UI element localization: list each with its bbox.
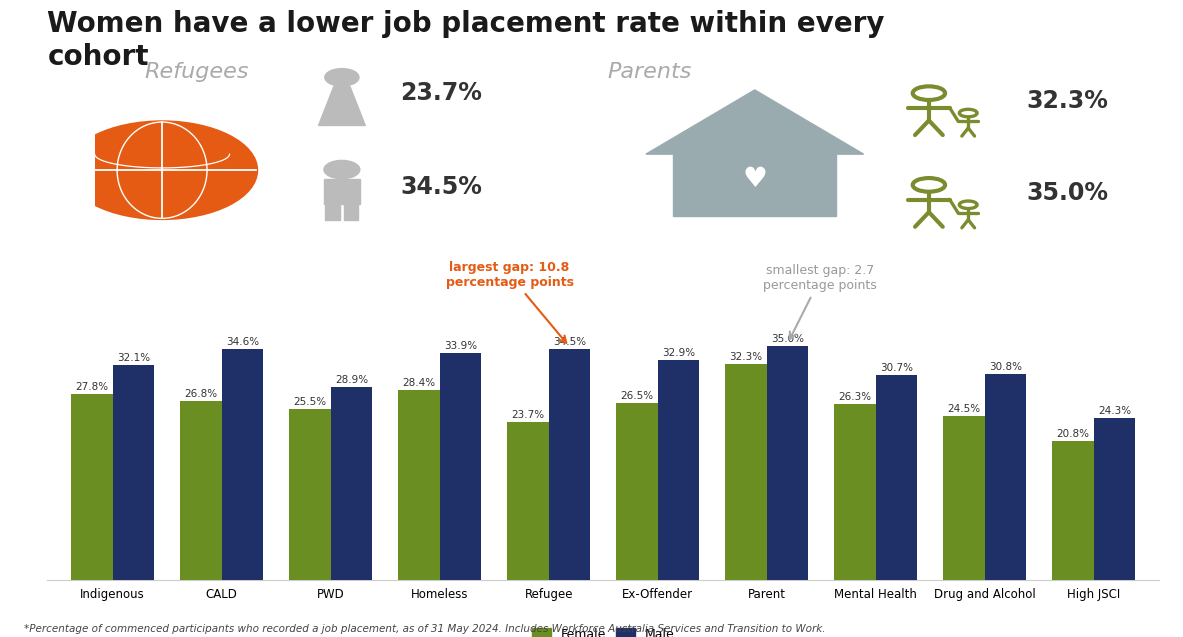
Polygon shape [344,204,358,220]
Text: 34.5%: 34.5% [400,175,483,199]
Bar [180,401,221,580]
Circle shape [324,161,360,179]
Bar [616,403,658,580]
Bar [331,387,373,580]
Bar [834,404,875,580]
Text: Parents: Parents [608,62,692,82]
Circle shape [67,122,257,218]
Bar [112,366,154,580]
Text: largest gap: 10.8
percentage points: largest gap: 10.8 percentage points [446,261,574,343]
Bar [1053,441,1094,580]
Text: 32.3%: 32.3% [730,352,763,362]
Polygon shape [646,90,864,154]
Text: *Percentage of commenced participants who recorded a job placement, as of 31 May: *Percentage of commenced participants wh… [24,624,826,634]
Text: 24.5%: 24.5% [948,404,981,414]
Text: 26.3%: 26.3% [839,392,872,402]
Polygon shape [324,179,360,204]
Bar [658,360,699,580]
Bar [875,375,917,580]
Text: 23.7%: 23.7% [400,82,483,105]
Text: 34.5%: 34.5% [552,338,586,347]
Text: 32.9%: 32.9% [662,348,696,358]
Bar [508,422,549,580]
Bar [1094,417,1136,580]
Text: 25.5%: 25.5% [293,397,327,408]
Text: 32.3%: 32.3% [1027,89,1108,113]
Text: 26.5%: 26.5% [621,391,654,401]
Text: 27.8%: 27.8% [76,382,109,392]
Text: 26.8%: 26.8% [185,389,218,399]
Text: 23.7%: 23.7% [511,410,544,420]
Text: 28.4%: 28.4% [402,378,435,388]
Text: Refugees: Refugees [144,62,248,82]
Text: 28.9%: 28.9% [335,375,368,385]
Polygon shape [318,87,366,125]
Circle shape [325,69,358,86]
Text: 30.8%: 30.8% [989,362,1022,372]
Bar [767,346,808,580]
Bar [399,390,440,580]
Text: smallest gap: 2.7
percentage points: smallest gap: 2.7 percentage points [763,264,877,339]
Text: 24.3%: 24.3% [1098,406,1131,415]
Polygon shape [673,154,836,216]
Bar [985,374,1027,580]
Bar [440,354,481,580]
Text: 35.0%: 35.0% [1027,181,1108,205]
Bar [290,410,331,580]
Text: 35.0%: 35.0% [771,334,804,344]
Bar [221,349,263,580]
Bar [725,364,767,580]
Text: 20.8%: 20.8% [1056,429,1090,439]
Polygon shape [325,204,340,220]
Text: ♥: ♥ [742,166,768,194]
Text: 34.6%: 34.6% [226,337,259,347]
Text: 30.7%: 30.7% [880,363,913,373]
Text: 32.1%: 32.1% [117,354,150,364]
Legend: Female, Male: Female, Male [526,623,680,637]
Bar [944,416,985,580]
Bar [71,394,112,580]
Text: Women have a lower job placement rate within every
cohort: Women have a lower job placement rate wi… [47,10,885,71]
Text: 33.9%: 33.9% [444,341,477,352]
Bar [549,350,590,580]
